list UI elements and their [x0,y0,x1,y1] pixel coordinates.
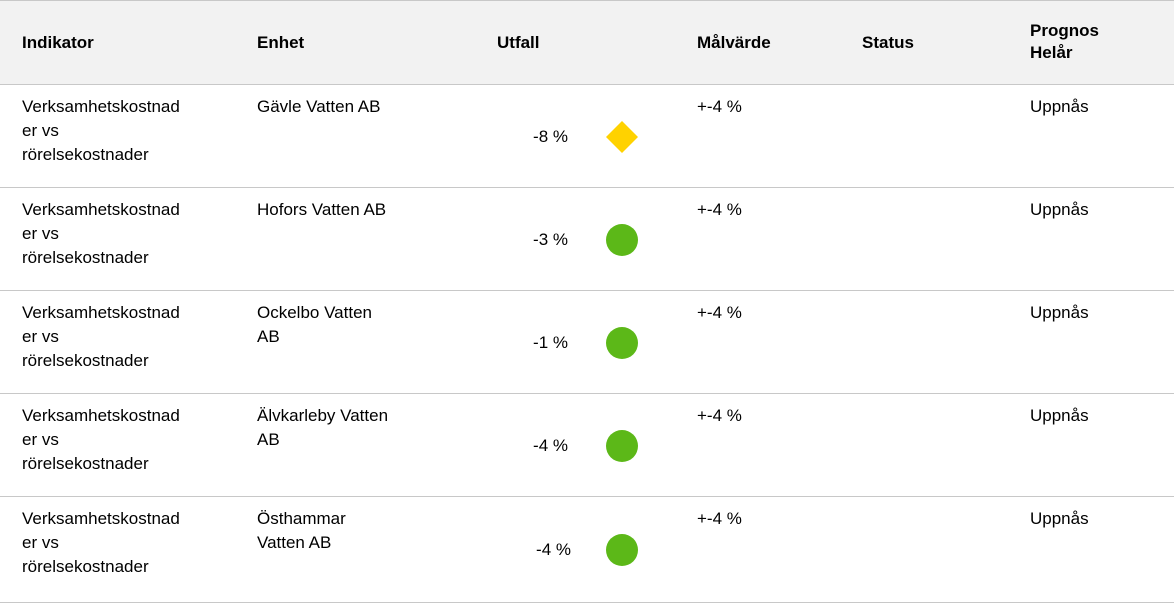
prognos-cell: Uppnås [1030,406,1089,425]
malvarde-cell: +-4 % [697,509,742,528]
status-circle [606,534,638,566]
malvarde-cell: +-4 % [697,97,742,116]
indikator-cell: Verksamhetskostnader vs rörelsekostnader [22,406,180,473]
utfall-cell: -1 % [533,332,568,352]
malvarde-cell: +-4 % [697,200,742,219]
indikator-cell: Verksamhetskostnader vs rörelsekostnader [22,303,180,370]
indikator-cell: Verksamhetskostnader vs rörelsekostnader [22,509,180,576]
header-cell: Enhet [257,33,305,52]
status-icon [606,326,638,359]
status-diamond [606,120,638,153]
enhet-cell: Gävle Vatten AB [257,97,381,116]
status-circle [606,223,638,256]
malvarde-cell: +-4 % [697,303,742,322]
header-cell: Utfall [497,33,540,52]
status-icon [606,429,638,462]
enhet-cell: Älvkarleby Vatten AB [257,406,389,449]
indikator-cell: Verksamhetskostnader vs rörelsekostnader [22,200,180,267]
status-icon [606,223,638,256]
prognos-cell: Uppnås [1030,303,1089,322]
malvarde-cell: +-4 % [697,406,742,425]
prognos-cell: Uppnås [1030,200,1089,219]
table-row: Verksamhetskostnader vs rörelsekostnader… [0,188,1174,291]
utfall-cell: -3 % [533,229,568,249]
status-circle [606,326,638,359]
table-row: Verksamhetskostnader vs rörelsekostnader… [0,394,1174,497]
utfall-cell: -8 % [533,126,568,146]
indikator-cell: Verksamhetskostnader vs rörelsekostnader [22,97,180,164]
header-cell: Prognos Helår [1030,21,1099,62]
enhet-cell: Östhammar Vatten AB [257,509,346,552]
header-row: Indikator Enhet Utfall Målvärde Status P… [0,0,1174,85]
status-icon [606,534,638,566]
table-row: Verksamhetskostnader vs rörelsekostnader… [0,497,1174,603]
table-row: Verksamhetskostnader vs rörelsekostnader… [0,291,1174,394]
header-cell: Status [862,33,914,52]
prognos-cell: Uppnås [1030,509,1089,528]
utfall-cell: -4 % [533,435,568,455]
status-circle [606,429,638,462]
status-icon [606,120,638,153]
header-cell: Målvärde [697,33,771,52]
enhet-cell: Ockelbo Vatten AB [257,303,372,346]
prognos-cell: Uppnås [1030,97,1089,116]
enhet-cell: Hofors Vatten AB [257,200,387,219]
table-row: Verksamhetskostnader vs rörelsekostnader… [0,85,1174,188]
utfall-cell: -4 % [536,540,571,559]
header-cell: Indikator [22,33,94,52]
